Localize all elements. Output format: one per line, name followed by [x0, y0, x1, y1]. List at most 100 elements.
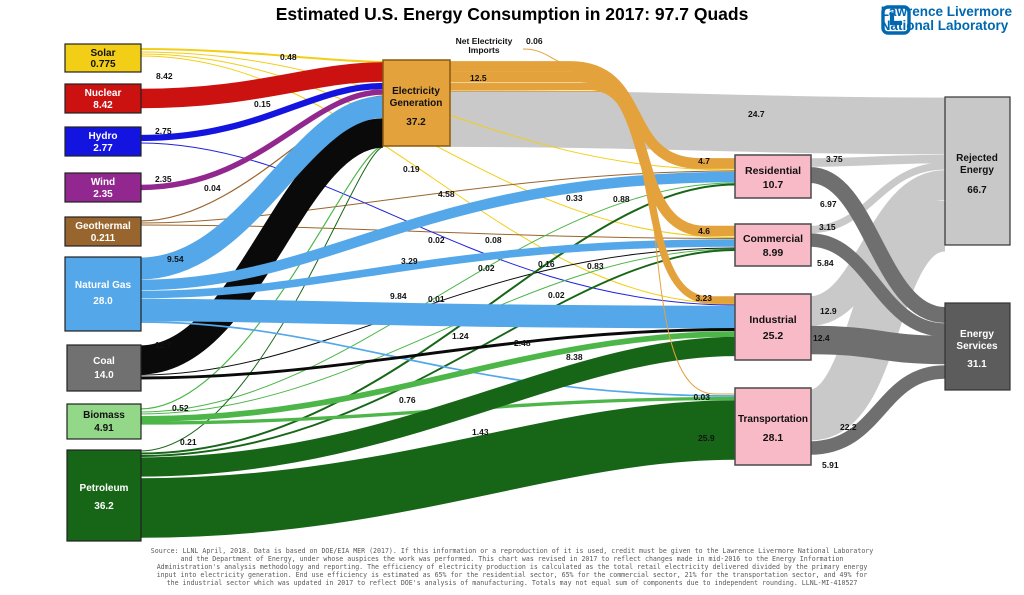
- flow-biomass-to-industrial: [139, 331, 736, 422]
- flow-natural-gas-to-industrial: [139, 298, 736, 329]
- net-imports-label-line1: Net Electricity: [456, 36, 513, 46]
- flow-petroleum-to-transportation: [139, 400, 736, 538]
- node-energy-services: Energy Services 31.1: [944, 302, 1011, 391]
- node-wind-box: [64, 172, 142, 203]
- label-biomass-residential: 0.33: [566, 193, 583, 203]
- node-residential-label: Residential: [745, 165, 801, 177]
- flow-residential-to-rejected: [809, 154, 946, 167]
- label-wind-electricity: 2.35: [155, 174, 172, 184]
- label-solar-electricity: 0.48: [280, 52, 297, 62]
- flow-solar-to-industrial: [139, 55, 736, 305]
- node-nuclear-box: [64, 83, 142, 114]
- node-transportation-box: [734, 387, 812, 466]
- node-rejected-energy: Rejected Energy 66.7: [944, 96, 1011, 246]
- flow-natural-gas-to-residential: [139, 171, 736, 291]
- node-coal: Coal 14.0: [66, 344, 142, 392]
- node-coal-label: Coal: [93, 356, 115, 367]
- label-transportation-rejected: 22.2: [840, 422, 857, 432]
- node-solar-box: [64, 43, 142, 73]
- flow-electricity-to-rejected: [449, 90, 946, 155]
- node-electricity-generation-box: [382, 59, 451, 147]
- label-geothermal-commercial: 0.02: [428, 235, 445, 245]
- node-nuclear: Nuclear 8.42: [64, 83, 142, 114]
- flow-hydro-to-electricity: [139, 82, 384, 142]
- node-biomass-value: 4.91: [94, 423, 114, 434]
- node-coal-box: [66, 344, 142, 392]
- node-solar-value: 0.775: [90, 59, 115, 70]
- label-transportation-services: 5.91: [822, 460, 839, 470]
- node-geothermal-value: 0.211: [91, 233, 116, 244]
- label-residential-rejected: 3.75: [826, 154, 843, 164]
- llnl-logo-icon: [880, 5, 911, 35]
- flow-petroleum-to-commercial: [139, 249, 736, 457]
- label-geothermal-electricity: 0.15: [254, 99, 271, 109]
- label-residential-services: 6.97: [820, 199, 837, 209]
- flow-commercial-to-rejected: [809, 162, 946, 234]
- flow-biomass-to-electricity: [139, 145, 384, 410]
- llnl-logo-l-mark: [889, 13, 902, 26]
- label-petroleum-commercial: 0.83: [587, 261, 604, 271]
- node-industrial: Industrial 25.2: [734, 293, 812, 361]
- node-residential-value: 10.7: [763, 179, 784, 191]
- flow-commercial-to-services: [809, 233, 946, 337]
- label-coal-electricity: 12.7: [155, 340, 172, 350]
- label-solar-industrial: 0.02: [548, 290, 565, 300]
- flow-biomass-to-residential: [139, 182, 736, 413]
- node-energy-services-label1: Energy: [960, 329, 994, 340]
- node-geothermal: Geothermal 0.211: [64, 216, 142, 247]
- node-residential: Residential 10.7: [734, 154, 812, 199]
- label-petroleum-residential: 0.88: [613, 194, 630, 204]
- label-coal-commercial: 0.02: [478, 263, 495, 273]
- node-natural-gas-label: Natural Gas: [75, 280, 132, 291]
- flow-natural-gas-to-commercial: [139, 239, 736, 299]
- node-energy-services-value: 31.1: [967, 359, 987, 370]
- node-biomass: Biomass 4.91: [66, 403, 142, 440]
- flow-coal-to-electricity: [138, 118, 385, 375]
- label-natural-gas-commercial: 3.29: [401, 256, 418, 266]
- label-petroleum-industrial: 8.38: [566, 352, 583, 362]
- node-electricity-generation-label1: Electricity: [392, 86, 440, 97]
- node-petroleum: Petroleum 36.2: [66, 449, 142, 542]
- node-transportation-value: 28.1: [763, 432, 784, 444]
- label-electricity-commercial: 4.6: [698, 226, 710, 236]
- label-electricity-transportation: 0.03: [693, 392, 710, 402]
- llnl-logo-outline: [880, 5, 911, 35]
- node-geothermal-label: Geothermal: [75, 221, 131, 232]
- node-energy-services-box: [944, 302, 1011, 391]
- node-geothermal-box: [64, 216, 142, 247]
- flow-transportation-to-rejected: [806, 200, 949, 441]
- node-rejected-energy-box: [944, 96, 1011, 246]
- label-electricity-industrial: 3.23: [695, 293, 712, 303]
- node-coal-value: 14.0: [94, 370, 114, 381]
- label-commercial-services: 5.84: [817, 258, 834, 268]
- label-biomass-transportation: 1.43: [472, 427, 489, 437]
- label-coal-industrial: 1.24: [452, 331, 469, 341]
- flow-natural-gas-to-electricity: [139, 96, 384, 280]
- flow-geothermal-to-residential: [139, 170, 736, 224]
- net-imports-value: 0.06: [526, 36, 543, 46]
- node-petroleum-label: Petroleum: [80, 483, 129, 494]
- label-natural-gas-residential: 4.58: [438, 189, 455, 199]
- node-industrial-label: Industrial: [749, 314, 796, 326]
- node-commercial-label: Commercial: [743, 233, 803, 245]
- node-biomass-label: Biomass: [83, 410, 125, 421]
- node-transportation-label: Transportation: [738, 414, 808, 425]
- node-residential-box: [734, 154, 812, 199]
- node-electricity-generation-label2: Generation: [390, 98, 443, 109]
- source-note-line2: and the Department of Energy, under whos…: [180, 555, 844, 563]
- label-biomass-industrial: 2.48: [514, 338, 531, 348]
- flow-petroleum-to-industrial: [139, 336, 736, 477]
- flow-electricity-to-transportation: [450, 91, 735, 395]
- label-biomass-commercial: 0.16: [538, 259, 555, 269]
- source-note-line5: the industrial sector which was updated …: [166, 579, 858, 587]
- llnl-logo-line1: Lawrence Livermore: [880, 4, 1012, 19]
- node-rejected-energy-value: 66.7: [967, 185, 987, 196]
- flow-coal-to-industrial: [139, 328, 736, 380]
- node-commercial-box: [734, 223, 812, 267]
- node-commercial: Commercial 8.99: [734, 223, 812, 267]
- net-imports-label-line2: Imports: [468, 45, 499, 55]
- chart-title: Estimated U.S. Energy Consumption in 201…: [275, 4, 749, 24]
- flow-wind-to-electricity: [139, 89, 384, 191]
- node-wind-label: Wind: [91, 177, 115, 188]
